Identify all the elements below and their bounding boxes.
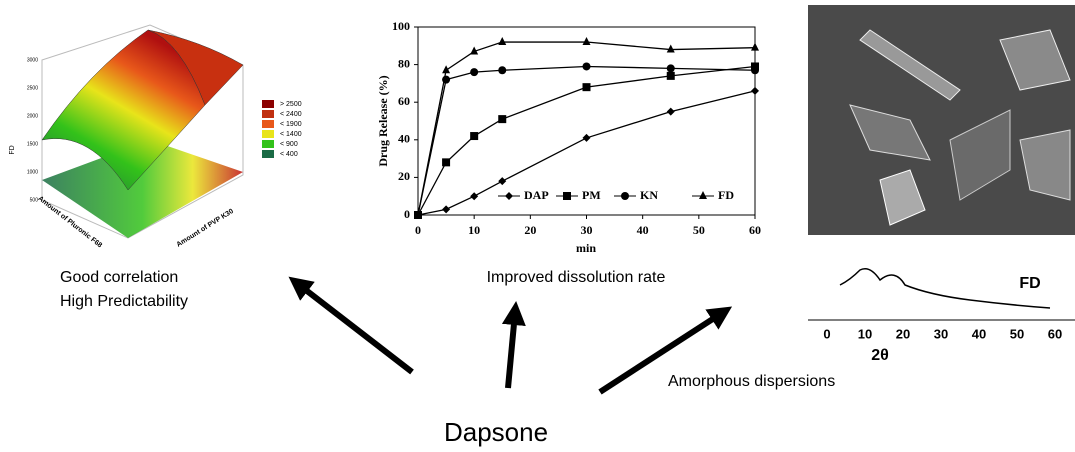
legend-swatch xyxy=(262,130,274,138)
y-tick-label: 40 xyxy=(398,132,410,146)
marker xyxy=(498,37,507,46)
legend-label: < 1900 xyxy=(280,121,302,128)
marker xyxy=(442,158,451,167)
xrd-tick-label: 50 xyxy=(1010,326,1024,341)
z-tick-label: 1500 xyxy=(27,141,38,147)
marker xyxy=(470,192,479,201)
xrd-tick-label: 40 xyxy=(972,326,986,341)
x-tick-label: 40 xyxy=(637,223,649,237)
xrd-tick-label: 30 xyxy=(934,326,948,341)
y-tick-label: 20 xyxy=(398,169,410,183)
marker xyxy=(751,86,759,95)
xrd-curve xyxy=(839,268,1051,309)
legend-label: < 2400 xyxy=(280,111,302,118)
marker xyxy=(470,68,479,77)
legend-swatch xyxy=(262,140,274,148)
marker xyxy=(498,115,507,124)
x-tick-label: 30 xyxy=(581,223,593,237)
marker xyxy=(582,133,591,142)
xrd-tick-label: 60 xyxy=(1048,326,1062,341)
z-tick-label: 1000 xyxy=(27,169,38,175)
particle xyxy=(1019,129,1071,201)
marker xyxy=(699,191,707,199)
legend-label: < 1400 xyxy=(280,131,302,138)
marker xyxy=(751,66,759,75)
marker xyxy=(751,42,759,51)
caption: High Predictability xyxy=(60,293,188,310)
marker xyxy=(582,83,591,92)
y-tick-label: 100 xyxy=(392,19,410,33)
marker xyxy=(498,66,507,75)
z-tick-label: 3000 xyxy=(27,57,38,63)
dissolution-chart: Drug Release (%) min 0 20 40 60 80 100 0 10 20 30… xyxy=(376,19,761,255)
legend-label: DAP xyxy=(524,188,549,202)
legend-label: FD xyxy=(718,188,734,202)
y-tick-label: 80 xyxy=(398,56,410,70)
caption: Amorphous dispersions xyxy=(668,373,835,390)
x-tick-label: 10 xyxy=(468,223,480,237)
legend-label: < 900 xyxy=(280,141,298,148)
x-tick-label: 60 xyxy=(749,223,761,237)
legend-swatch xyxy=(262,120,274,128)
particle xyxy=(949,109,1011,201)
marker xyxy=(505,192,513,200)
marker xyxy=(498,177,507,186)
arrow xyxy=(598,306,733,395)
legend-label: PM xyxy=(582,188,601,202)
xrd-pattern: FD 2θ 0 10 20 30 40 50 60 xyxy=(808,268,1075,364)
xrd-tick-label: 10 xyxy=(858,326,872,341)
caption: Good correlation xyxy=(60,269,178,286)
marker xyxy=(470,46,479,55)
marker xyxy=(470,132,479,141)
z-tick-label: 2500 xyxy=(27,85,38,91)
box xyxy=(41,24,244,239)
legend-swatch xyxy=(262,100,274,108)
x-tick-label: 20 xyxy=(524,223,536,237)
particle xyxy=(999,29,1071,91)
legend-label: < 400 xyxy=(280,151,298,158)
marker xyxy=(414,210,422,218)
particle xyxy=(849,104,931,161)
xrd-tick-label: 20 xyxy=(896,326,910,341)
x-tick-label: 50 xyxy=(693,223,705,237)
marker xyxy=(582,62,591,71)
marker xyxy=(666,71,675,80)
legend-label: KN xyxy=(640,188,658,202)
surface xyxy=(147,29,244,106)
legend-label: > 2500 xyxy=(280,101,302,108)
caption: Improved dissolution rate xyxy=(487,269,666,286)
xrd-label: FD xyxy=(1019,275,1040,292)
marker xyxy=(563,192,571,200)
marker xyxy=(621,192,629,200)
marker xyxy=(666,64,675,73)
arrow xyxy=(501,301,526,389)
arrow xyxy=(288,276,414,375)
y-axis-label: Drug Release (%) xyxy=(376,75,390,166)
y-label: Amount of PVP K30 xyxy=(176,208,235,249)
xrd-tick-label: 0 xyxy=(823,326,830,341)
xrd-x-label: 2θ xyxy=(871,347,889,364)
marker xyxy=(666,107,675,116)
sem-image xyxy=(808,5,1075,235)
y-tick-label: 60 xyxy=(398,94,410,108)
x-axis-label: min xyxy=(576,241,596,255)
center-label: Dapsone xyxy=(444,417,548,447)
marker xyxy=(442,65,451,74)
z-tick-label: 500 xyxy=(30,197,39,203)
z-tick-label: 2000 xyxy=(27,113,38,119)
particle xyxy=(879,169,926,226)
particle xyxy=(859,29,961,101)
legend-swatch xyxy=(262,110,274,118)
marker xyxy=(582,37,591,46)
x-tick-label: 0 xyxy=(415,223,421,237)
z-label: FD xyxy=(9,145,16,154)
y-tick-label: 0 xyxy=(404,207,410,221)
floor xyxy=(42,140,243,238)
legend-swatch xyxy=(262,150,274,158)
marker xyxy=(666,44,675,53)
marker xyxy=(442,205,451,214)
